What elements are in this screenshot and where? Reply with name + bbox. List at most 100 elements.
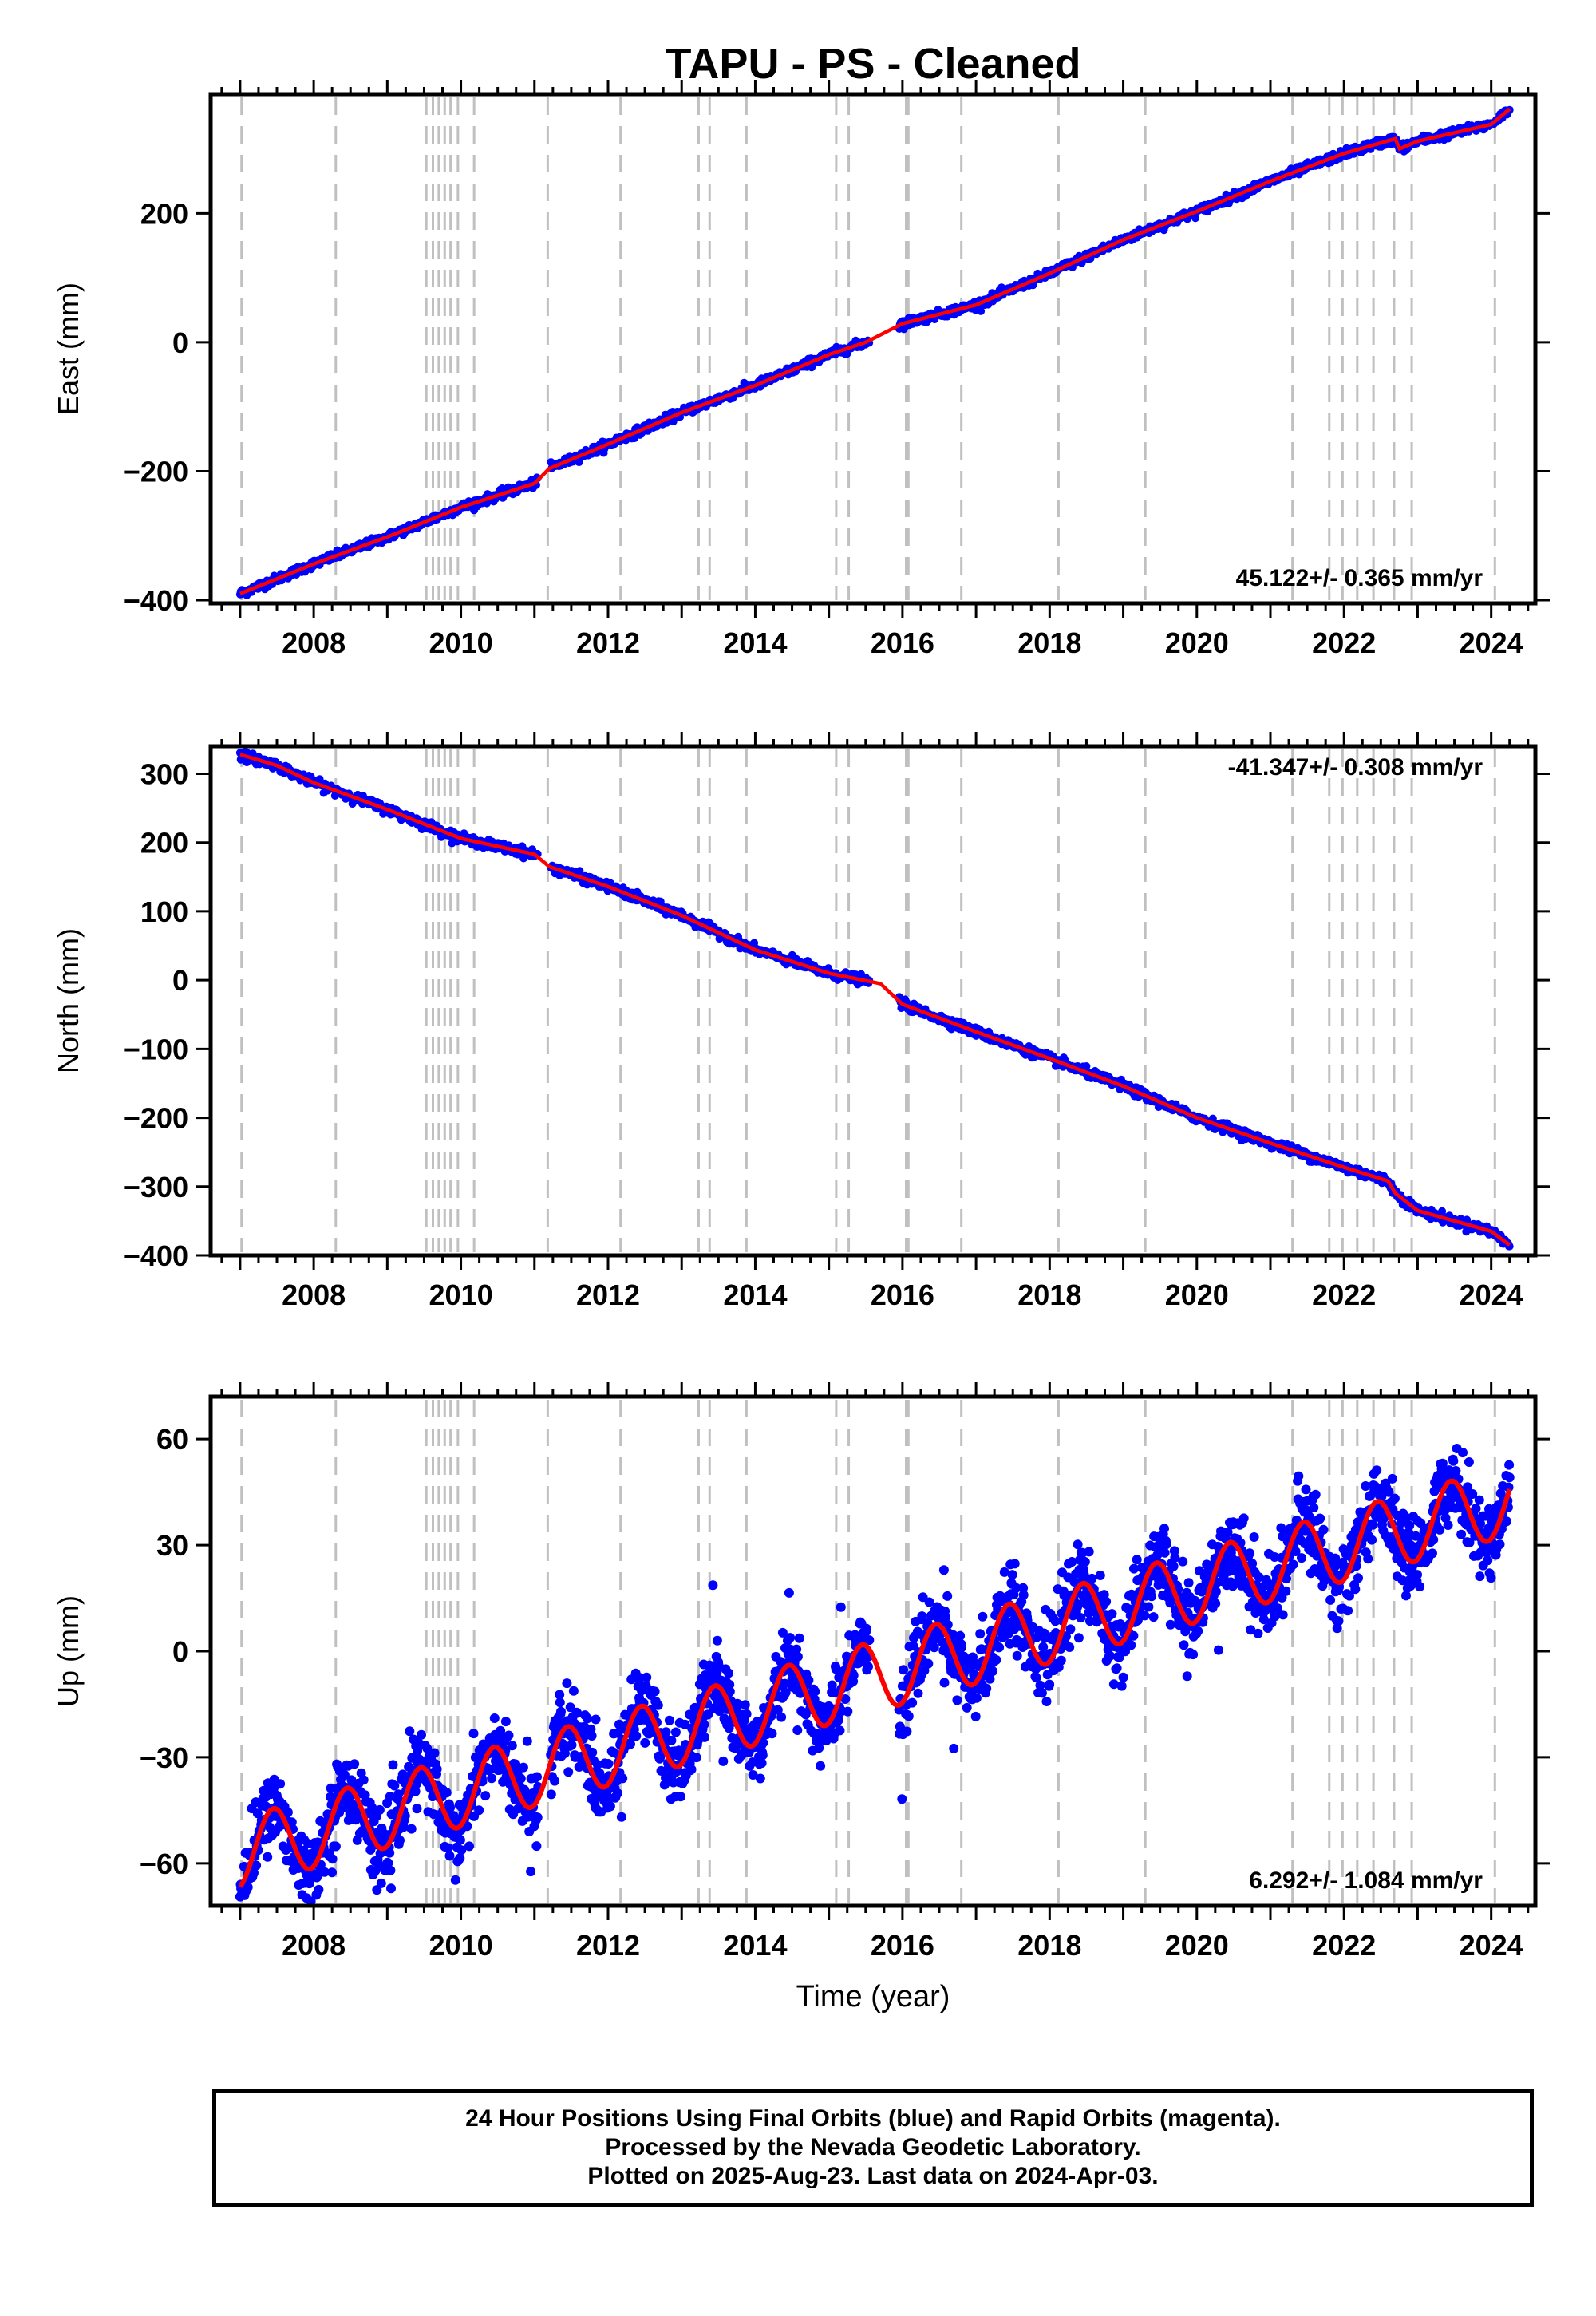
- data-point: [388, 1760, 398, 1770]
- data-point: [518, 1762, 528, 1773]
- data-point: [500, 1717, 511, 1727]
- data-point: [489, 1713, 500, 1723]
- data-point: [587, 1747, 598, 1757]
- data-point: [664, 1715, 674, 1725]
- data-point: [327, 1854, 338, 1864]
- x-tick-label: 2014: [723, 1279, 787, 1311]
- east-model-line: [239, 107, 1511, 595]
- data-point: [455, 1853, 465, 1863]
- data-point: [395, 1836, 405, 1845]
- y-tick-label: 100: [140, 895, 188, 928]
- data-point: [650, 1686, 660, 1697]
- data-point: [385, 1865, 396, 1875]
- data-point: [432, 1764, 442, 1774]
- data-point: [587, 1731, 597, 1741]
- data-point: [480, 1791, 491, 1801]
- data-point: [532, 1812, 543, 1823]
- data-point: [412, 1804, 422, 1814]
- data-point: [314, 1884, 324, 1895]
- data-point: [603, 1759, 614, 1769]
- data-point: [555, 1697, 565, 1708]
- data-point: [455, 1835, 465, 1845]
- x-tick-label: 2024: [1460, 1279, 1523, 1311]
- data-point: [531, 1841, 542, 1852]
- data-point: [443, 1843, 453, 1853]
- data-point: [550, 1776, 560, 1786]
- data-point: [563, 1767, 574, 1777]
- y-tick-label: −200: [124, 1102, 188, 1135]
- data-point: [468, 1729, 479, 1739]
- x-tick-label: 2018: [1017, 626, 1081, 659]
- x-tick-label: 2020: [1165, 1279, 1229, 1311]
- data-point: [605, 1801, 615, 1812]
- x-tick-label: 2024: [1460, 626, 1523, 659]
- data-point: [522, 1736, 532, 1746]
- data-point: [676, 1792, 685, 1802]
- north-y-axis-label: North (mm): [52, 928, 85, 1073]
- x-tick-label: 2016: [871, 1279, 934, 1311]
- east-y-axis-label: East (mm): [52, 283, 85, 415]
- x-tick-label: 2008: [282, 626, 346, 659]
- data-point: [464, 1841, 474, 1852]
- data-point: [666, 1735, 677, 1745]
- x-tick-label: 2018: [1017, 1279, 1081, 1311]
- data-point: [568, 1686, 579, 1696]
- north-rate-label: -41.347+/- 0.308 mm/yr: [1228, 754, 1483, 781]
- data-point: [358, 1775, 369, 1785]
- data-point: [546, 1789, 556, 1800]
- north-panel: 2008 2010 2012 2014 2016 2018 2020 2022 2024−400…: [52, 732, 1550, 1311]
- east-rate-label: 45.122+/- 0.365 mm/yr: [1236, 565, 1483, 591]
- data-point: [613, 1788, 622, 1798]
- data-point: [406, 1824, 417, 1834]
- data-point: [618, 1773, 628, 1784]
- data-point: [417, 1729, 426, 1740]
- x-tick-label: 2022: [1312, 626, 1376, 659]
- data-point: [631, 1731, 642, 1741]
- data-point: [330, 1841, 341, 1852]
- x-tick-label: 2012: [576, 1279, 640, 1311]
- data-point: [275, 1779, 286, 1789]
- north-model-line: [239, 753, 1511, 1247]
- x-tick-label: 2020: [1165, 626, 1229, 659]
- y-tick-label: 0: [172, 326, 188, 359]
- data-point: [376, 1878, 386, 1888]
- y-tick-label: −400: [124, 584, 188, 617]
- data-point: [507, 1741, 517, 1751]
- data-point: [450, 1875, 460, 1885]
- x-tick-label: 2022: [1312, 1279, 1376, 1311]
- data-point: [386, 1883, 396, 1894]
- y-tick-label: −300: [124, 1171, 188, 1203]
- east-panel: 2008 2010 2012 2014 2016 2018 2020 2022 2024−400…: [52, 80, 1550, 659]
- data-point: [670, 1727, 681, 1737]
- y-tick-label: −200: [124, 455, 188, 488]
- data-point: [591, 1714, 601, 1725]
- data-point: [474, 1805, 484, 1816]
- data-point: [263, 1852, 273, 1862]
- data-point: [504, 1730, 514, 1741]
- y-tick-label: −100: [124, 1033, 188, 1065]
- chart-title: TAPU - PS - Cleaned: [665, 40, 1080, 88]
- data-point: [526, 1867, 536, 1877]
- x-tick-label: 2010: [429, 626, 493, 659]
- data-point: [583, 1713, 593, 1724]
- data-point: [556, 1706, 566, 1717]
- x-tick-label: 2010: [429, 1279, 493, 1311]
- data-point: [642, 1672, 652, 1682]
- data-point: [1191, 214, 1199, 223]
- x-tick-label: 2016: [871, 626, 934, 659]
- data-point: [327, 1867, 337, 1878]
- data-point: [661, 1727, 671, 1737]
- y-tick-label: 0: [172, 964, 188, 997]
- y-tick-label: 300: [140, 757, 188, 790]
- data-point: [616, 1812, 626, 1822]
- y-tick-label: 200: [140, 827, 188, 860]
- data-point: [516, 1773, 526, 1784]
- data-point: [405, 1726, 415, 1737]
- data-point: [487, 1773, 497, 1784]
- x-tick-label: 2008: [282, 1279, 346, 1311]
- east-data-points: [235, 105, 1514, 599]
- data-point: [441, 1788, 452, 1798]
- data-point: [444, 1851, 455, 1861]
- y-tick-label: 200: [140, 197, 188, 230]
